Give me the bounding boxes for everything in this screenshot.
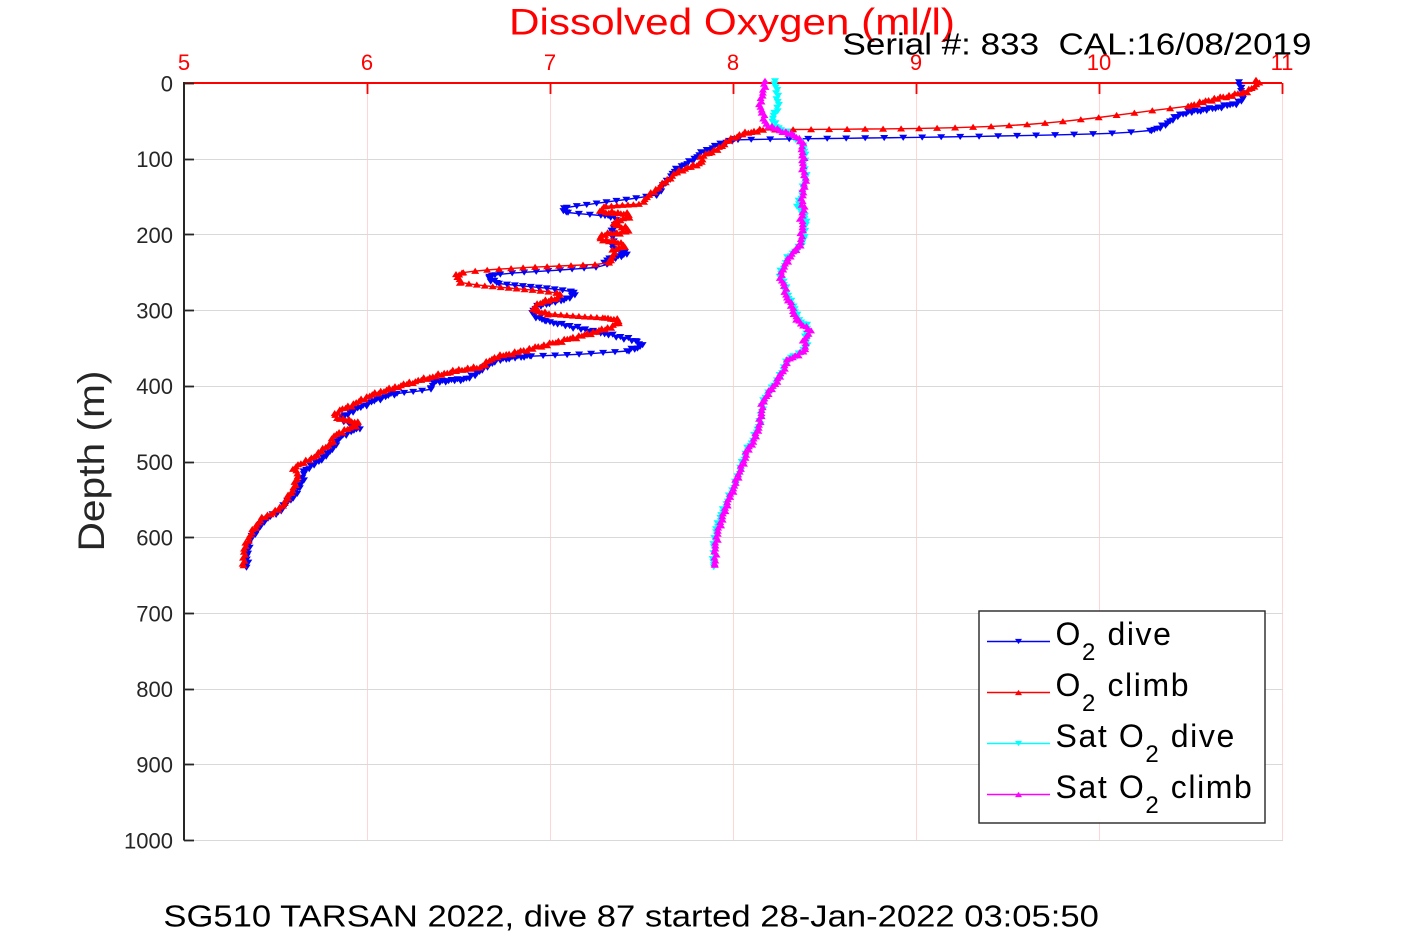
svg-text:400: 400: [136, 374, 173, 399]
svg-text:800: 800: [136, 677, 173, 702]
svg-text:900: 900: [136, 753, 173, 778]
svg-text:1000: 1000: [124, 828, 173, 853]
svg-text:9: 9: [910, 50, 922, 75]
svg-text:600: 600: [136, 526, 173, 551]
svg-text:Serial #: 833 CAL:16/08/2019: Serial #: 833 CAL:16/08/2019: [843, 27, 1312, 62]
svg-text:500: 500: [136, 450, 173, 475]
svg-text:200: 200: [136, 223, 173, 248]
svg-text:SG510 TARSAN 2022, dive 87 sta: SG510 TARSAN 2022, dive 87 started 28-Ja…: [163, 899, 1099, 934]
svg-text:0: 0: [161, 71, 173, 96]
svg-text:8: 8: [727, 50, 739, 75]
svg-text:11: 11: [1271, 50, 1294, 75]
svg-text:5: 5: [178, 50, 190, 75]
svg-text:Dissolved Oxygen (ml/l): Dissolved Oxygen (ml/l): [509, 2, 955, 43]
svg-text:700: 700: [136, 601, 173, 626]
svg-text:10: 10: [1087, 50, 1111, 75]
svg-text:300: 300: [136, 299, 173, 324]
svg-text:6: 6: [361, 50, 373, 75]
svg-text:100: 100: [136, 147, 173, 172]
svg-text:Depth (m): Depth (m): [71, 371, 112, 552]
svg-text:7: 7: [544, 50, 556, 75]
